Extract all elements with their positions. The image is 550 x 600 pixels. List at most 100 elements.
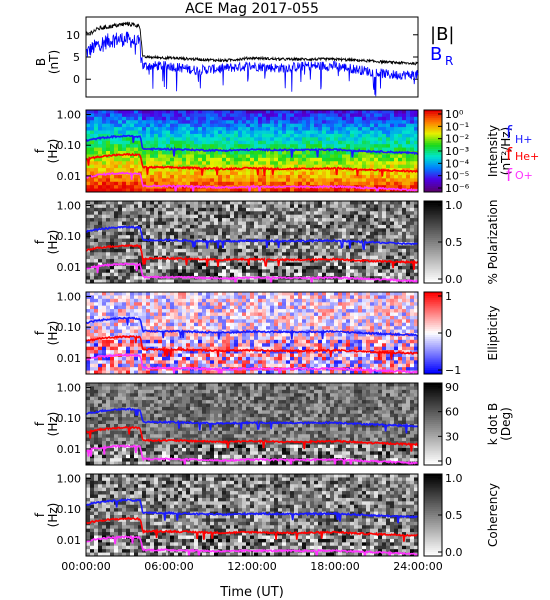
spectro-cell — [162, 154, 167, 159]
spectro-cell — [206, 147, 211, 152]
gyro-line-fHe — [86, 152, 418, 177]
spectro-cell — [118, 151, 123, 155]
spectro-cell — [374, 174, 379, 179]
colorbar-cell — [424, 177, 442, 181]
spectro-cell — [278, 181, 283, 186]
colorbar-cell — [424, 114, 442, 117]
spectro-cell — [226, 315, 231, 320]
spectro-cell — [118, 238, 123, 243]
spectro-cell — [214, 130, 219, 135]
spectro-cell — [266, 238, 271, 243]
spectro-cell — [378, 171, 383, 176]
spectro-cell — [150, 360, 155, 365]
spectro-cell — [414, 228, 418, 233]
spectro-cell — [190, 137, 195, 142]
spectro-cell — [166, 319, 171, 324]
spectro-cell — [210, 245, 215, 250]
spectro-cell — [98, 178, 103, 183]
spectro-cell — [394, 133, 399, 138]
spectro-cell — [198, 336, 203, 341]
spectro-cell — [154, 292, 159, 296]
spectro-cell — [210, 363, 215, 368]
spectro-cell — [402, 252, 407, 257]
spectro-cell — [274, 214, 279, 219]
spectro-cell — [238, 171, 243, 176]
spectro-cell — [142, 269, 147, 274]
spectro-cell — [286, 221, 291, 226]
spectro-cell — [394, 157, 399, 162]
colorbar-cell — [424, 268, 442, 272]
spectro-cell — [118, 279, 123, 283]
spectro-cell — [210, 235, 215, 239]
spectro-cell — [126, 329, 131, 334]
spectro-cell — [106, 144, 111, 148]
spectro-cell — [274, 242, 279, 246]
spectro-cell — [182, 245, 187, 250]
colorbar-cell — [424, 185, 442, 189]
spectro-cell — [354, 221, 359, 226]
spectro-cell — [106, 231, 111, 236]
spectro-cell — [246, 248, 251, 253]
spectro-cell — [250, 272, 255, 277]
spectro-cell — [322, 262, 327, 267]
spectro-cell — [250, 265, 255, 270]
spectro-cell — [102, 353, 107, 358]
spectro-cell — [282, 252, 287, 257]
spectro-cell — [122, 144, 127, 148]
freq-ytick-label: 0.10 — [57, 230, 82, 243]
spectro-cell — [274, 178, 279, 183]
spectro-cell — [134, 248, 139, 253]
spectro-cell — [102, 127, 107, 131]
spectro-cell — [162, 295, 167, 300]
spectro-cell — [342, 252, 347, 257]
spectro-cell — [194, 221, 199, 226]
spectro-cell — [138, 178, 143, 183]
spectro-cell — [138, 333, 143, 337]
spectro-cell — [146, 272, 151, 277]
spectro-cell — [174, 127, 179, 131]
spectro-cell — [182, 161, 187, 166]
spectro-cell — [174, 137, 179, 142]
spectro-cell — [186, 309, 191, 313]
colorbar-cell — [424, 128, 442, 131]
spectro-cell — [162, 211, 167, 216]
spectro-cell — [110, 123, 115, 128]
spectro-cell — [182, 315, 187, 320]
spectro-cell — [210, 248, 215, 253]
spectro-cell — [138, 201, 143, 205]
spectro-cell — [310, 181, 315, 186]
spectro-cell — [302, 120, 307, 125]
spectro-cell — [330, 130, 335, 135]
spectro-cell — [126, 255, 131, 260]
spectro-cell — [106, 235, 111, 239]
spectro-cell — [142, 265, 147, 270]
spectro-cell — [94, 211, 99, 216]
spectro-cell — [334, 262, 339, 267]
spectro-cell — [190, 123, 195, 128]
spectro-cell — [158, 204, 163, 209]
spectro-cell — [214, 151, 219, 155]
spectro-cell — [350, 214, 355, 219]
spectro-cell — [206, 255, 211, 260]
spectro-cell — [294, 259, 299, 263]
spectro-cell — [318, 127, 323, 131]
spectro-cell — [290, 130, 295, 135]
spectro-cell — [190, 350, 195, 354]
spectro-cell — [234, 211, 239, 216]
spectro-cell — [310, 110, 315, 114]
spectro-cell — [254, 235, 259, 239]
spectro-cell — [106, 137, 111, 142]
spectro-cell — [138, 151, 143, 155]
spectro-cell — [182, 171, 187, 176]
spectro-cell — [390, 272, 395, 277]
spectro-cell — [278, 272, 283, 277]
spectro-cell — [126, 360, 131, 365]
spectro-cell — [234, 269, 239, 274]
spectro-cell — [186, 269, 191, 274]
spectro-cell — [190, 245, 195, 250]
spectro-cell — [146, 133, 151, 138]
spectro-cell — [146, 137, 151, 142]
spectro-cell — [154, 302, 159, 307]
spectro-cell — [406, 276, 411, 280]
spectro-cell — [198, 370, 203, 374]
